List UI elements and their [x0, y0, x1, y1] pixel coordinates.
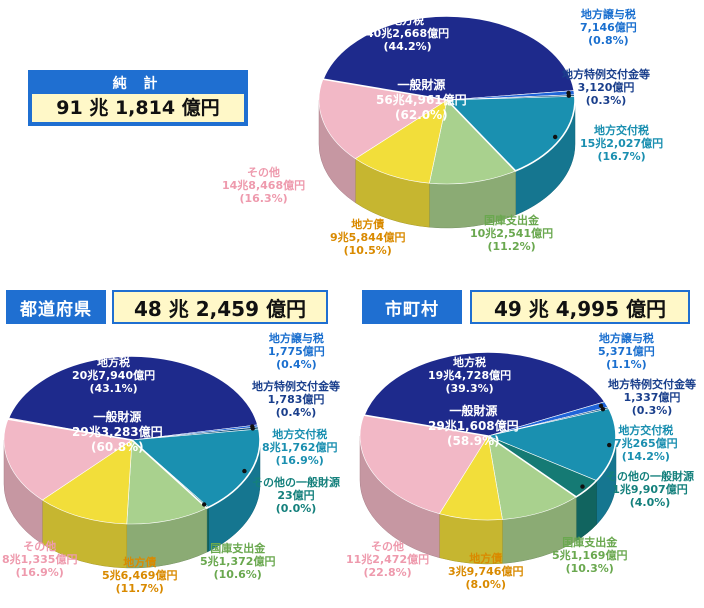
muni-leader-dot-tax_grant: [607, 442, 612, 448]
muni-label-national-treasury: 国庫支出金 5兆1,169億円 (10.3%): [552, 536, 628, 575]
total-title: 純 計: [112, 76, 164, 92]
pref-label-other: その他 8兆1,335億円 (16.9%): [2, 540, 78, 579]
pref-label-other-general: その他の一般財源 23億円 (0.0%): [252, 476, 340, 515]
pref-label-transfer-tax: 地方譲与税 1,775億円 (0.4%): [268, 332, 325, 371]
muni-label-local-tax: 地方税 19兆4,728億円 (39.3%): [428, 356, 512, 395]
muni-label-tax-grant: 地方交付税 7兆265億円 (14.2%): [614, 424, 678, 463]
muni-leader-dot-special_grant: [600, 406, 606, 412]
pref-label-local-bond: 地方債 5兆6,469億円 (11.7%): [102, 556, 178, 595]
muni-slice-other: [359, 414, 489, 515]
pref-leader-dot-special_grant: [250, 426, 255, 431]
muni-label-general-revenue: 一般財源 29兆1,608億円 (58.9%): [428, 404, 519, 448]
muni-label-other-general: その他の一般財源 1兆9,907億円 (4.0%): [606, 470, 694, 509]
total-label-other: その他 14兆8,468億円 (16.3%): [222, 166, 306, 205]
pref-label-special-grant: 地方特例交付金等 1,783億円 (0.4%): [252, 380, 340, 419]
muni-general-revenue-outline: [362, 351, 617, 498]
pref-slice-national_treasury: [126, 439, 208, 525]
pref-label-general-revenue: 一般財源 29兆3,283億円 (60.8%): [72, 410, 163, 454]
total-slice-national_treasury: [428, 99, 517, 185]
pref-label-national-treasury: 国庫支出金 5兆1,372億円 (10.6%): [200, 542, 276, 581]
total-leader-dot-tax_grant: [552, 134, 558, 140]
muni-label-local-bond: 地方債 3兆9,746億円 (8.0%): [448, 552, 524, 591]
total-label-transfer-tax: 地方譲与税 7,146億円 (0.8%): [580, 8, 637, 47]
total-label-special-grant: 地方特例交付金等 3,120億円 (0.3%): [562, 68, 650, 107]
total-header: 純 計 91 兆 1,814 億円: [28, 70, 248, 126]
muni-leader-dot-other_general: [580, 484, 585, 489]
muni-slice-national_treasury: [487, 435, 577, 520]
total-label-local-bond: 地方債 9兆5,844億円 (10.5%): [330, 218, 406, 257]
municipal-header: 市町村 49 兆 4,995 億円: [362, 290, 690, 324]
total-label-general-revenue: 一般財源 56兆4,961億円 (62.0%): [376, 78, 467, 122]
muni-label-other: その他 11兆2,472億円 (22.8%): [346, 540, 430, 579]
pref-leader-dot-tax_grant: [242, 468, 247, 474]
prefecture-header: 都道府県 48 兆 2,459 億円: [6, 290, 328, 324]
muni-label-transfer-tax: 地方譲与税 5,371億円 (1.1%): [598, 332, 655, 371]
total-general-revenue-outline: [321, 15, 576, 172]
pref-label-tax-grant: 地方交付税 8兆1,762億円 (16.9%): [262, 428, 338, 467]
total-label-local-tax: 地方税 40兆2,668億円 (44.2%): [366, 14, 450, 53]
pref-leader-dot-other_general: [201, 502, 207, 507]
municipal-title: 市町村: [362, 290, 462, 324]
municipal-amount: 49 兆 4,995 億円: [470, 290, 690, 324]
total-amount: 91 兆 1,814 億円: [32, 94, 244, 122]
prefecture-title: 都道府県: [6, 290, 106, 324]
total-leader-dot-special_grant: [566, 93, 572, 98]
total-slice-other: [318, 78, 448, 160]
total-label-national-treasury: 国庫支出金 10兆2,541億円 (11.2%): [470, 214, 554, 253]
pref-slice-local_bond: [41, 439, 133, 525]
pref-general-revenue-outline: [6, 355, 261, 510]
total-slice-local_bond: [354, 99, 448, 184]
muni-leader-dot-transfer_tax: [598, 403, 604, 409]
muni-label-special-grant: 地方特例交付金等 1,337億円 (0.3%): [608, 378, 696, 417]
pref-label-local-tax: 地方税 20兆7,940億円 (43.1%): [72, 356, 156, 395]
prefecture-amount: 48 兆 2,459 億円: [112, 290, 328, 324]
total-label-tax-grant: 地方交付税 15兆2,027億円 (16.7%): [580, 124, 664, 163]
pref-slice-other: [3, 417, 133, 501]
